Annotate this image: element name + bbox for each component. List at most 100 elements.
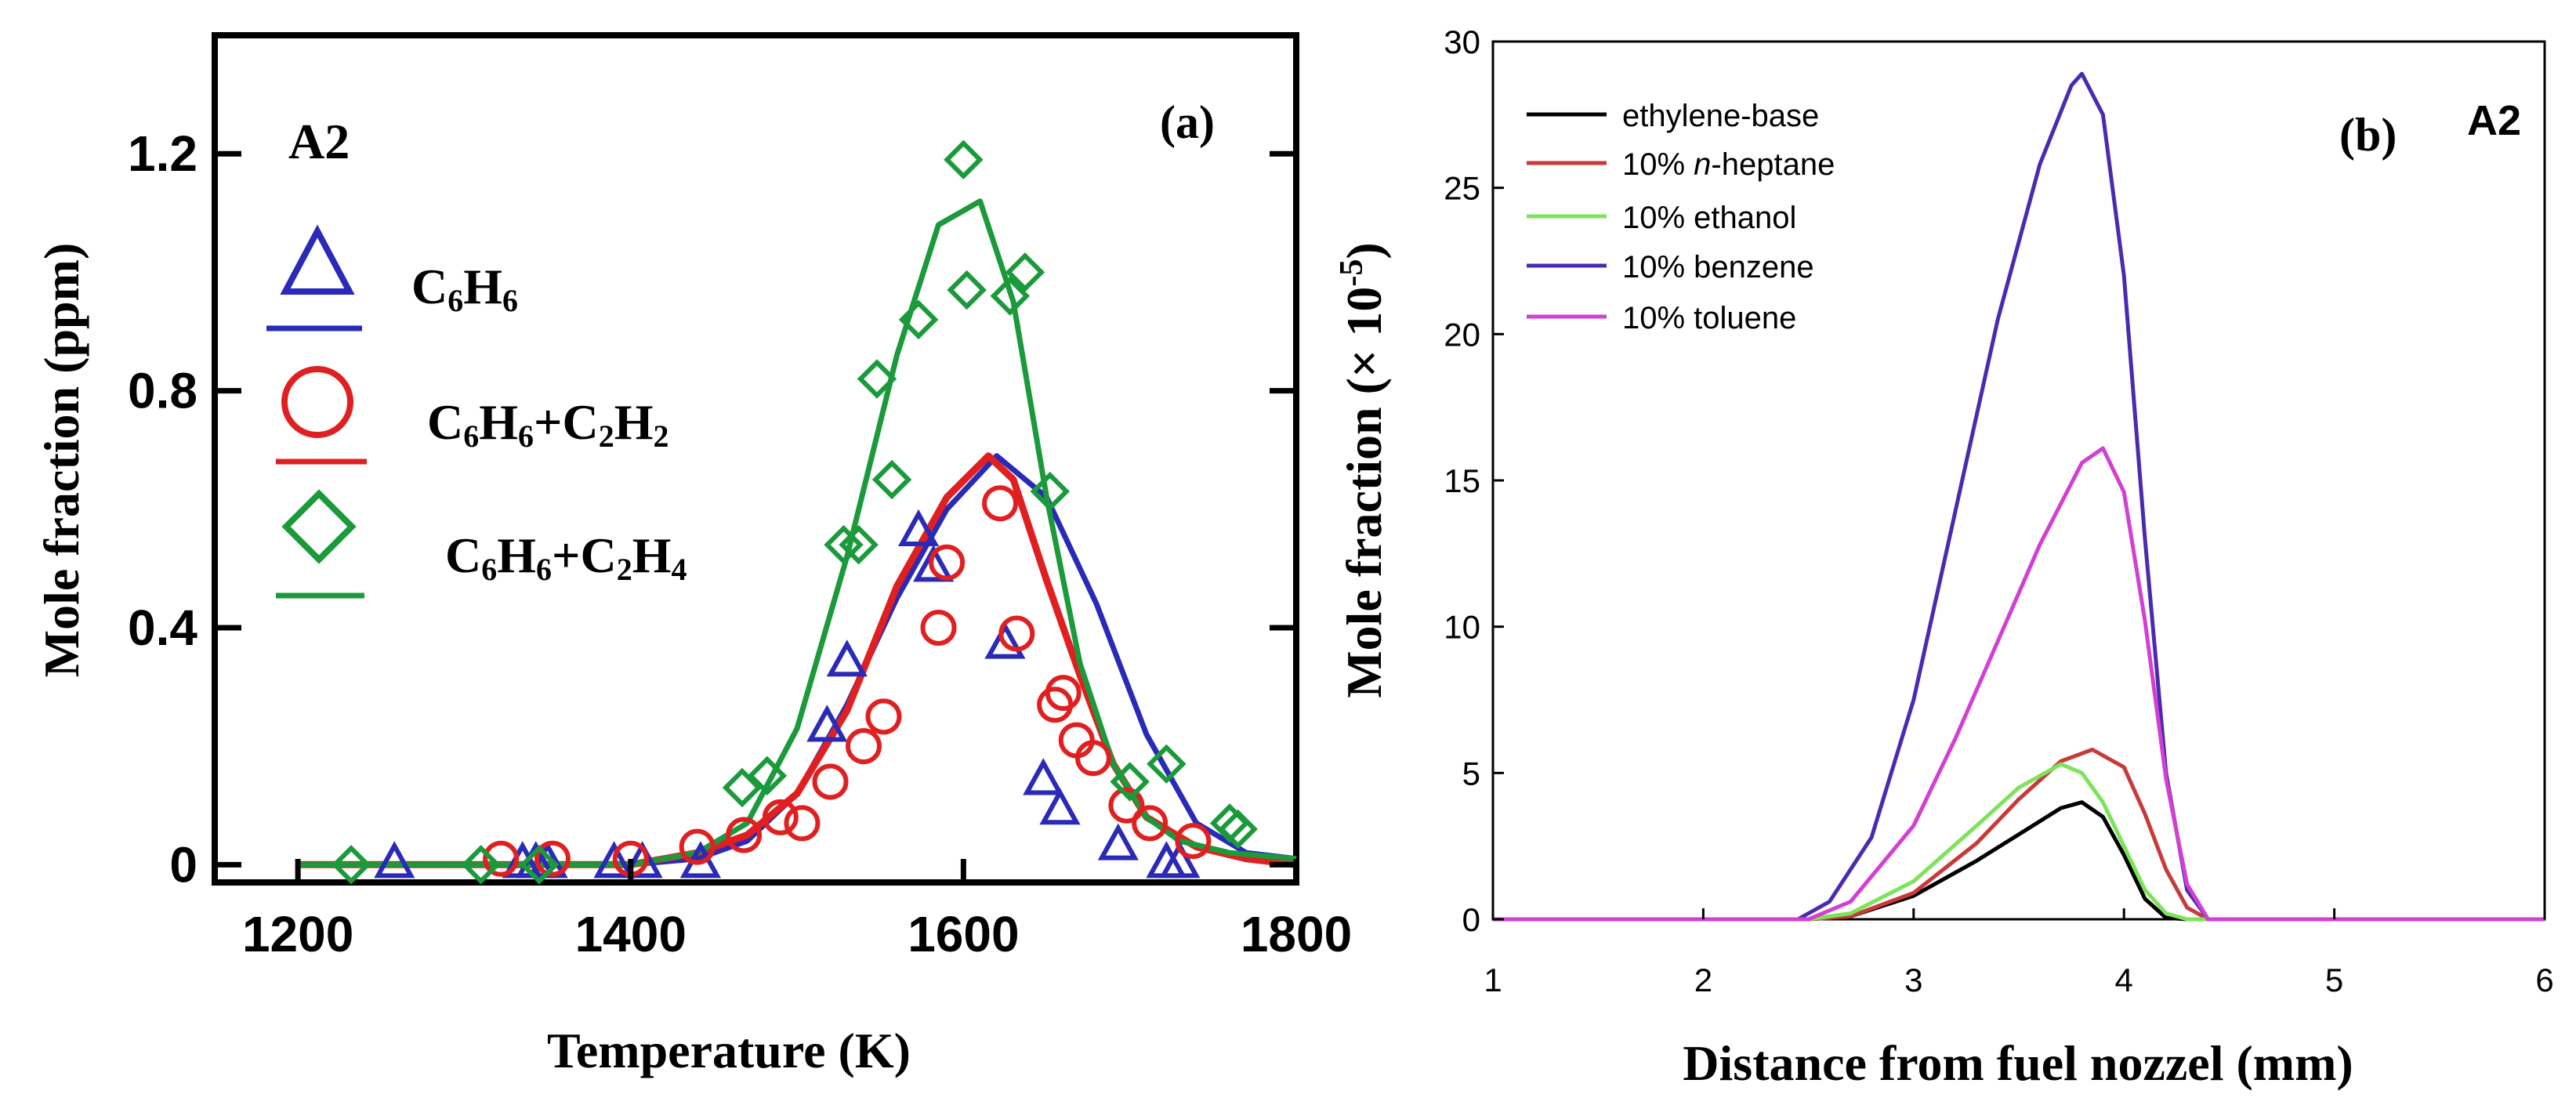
legend-entry-ethanol: 10% ethanol <box>1527 201 1796 235</box>
legend-label-c6h6-c2h2: C6H6+C2H2 <box>427 394 668 454</box>
panel-a-point-c6h6 <box>1039 788 1081 825</box>
panel-a-point-c6h6-c2h4 <box>1218 809 1258 850</box>
panel-a-point-c6h6 <box>897 509 940 546</box>
panel-b-y-tick-label: 25 <box>1444 170 1480 207</box>
panel-a-point-c6h6 <box>913 545 955 582</box>
panel-a-point-c6h6-c2h4 <box>990 276 1031 316</box>
legend-entry-ethylene-base: ethylene-base <box>1527 99 1819 133</box>
legend-label-benzene: 10% benzene <box>1622 250 1814 284</box>
panel-b-y-tick-label: 15 <box>1444 462 1480 499</box>
panel-a-point-c6h6 <box>806 705 848 742</box>
panel-a-point-c6h6-c2h2 <box>1132 805 1168 842</box>
panel-a-tag: A2 <box>288 114 350 169</box>
legend-diamond-marker <box>281 489 357 564</box>
panel-b-plot-area <box>1493 71 2545 922</box>
panel-a-point-c6h6-c2h4 <box>839 524 879 565</box>
panel-b-legend: ethylene-base 10% n-heptane 10% ethanol … <box>1527 99 1835 335</box>
panel-a-point-c6h6-c2h4 <box>824 524 864 565</box>
panel-a-y-axis-title: Mole fraction (ppm) <box>34 243 89 678</box>
panel-a-point-c6h6-c2h4 <box>519 845 560 885</box>
panel-b-x-tick-label: 6 <box>2535 962 2553 998</box>
legend-entry-n-heptane: 10% n-heptane <box>1527 147 1835 182</box>
legend-label-toluene: 10% toluene <box>1622 301 1796 335</box>
panel-a-point-c6h6-c2h4 <box>722 767 763 808</box>
panel-a-point-c6h6 <box>1023 758 1064 795</box>
panel-a-point-c6h6 <box>1159 841 1201 879</box>
panel-a-x-tick-label: 1400 <box>575 906 687 962</box>
panel-a-point-c6h6 <box>1097 823 1139 860</box>
panel-a-point-c6h6-c2h4 <box>1030 471 1071 512</box>
panel-a-point-c6h6-c2h4 <box>461 845 501 885</box>
legend-entry-c6h6: C6H6 <box>266 224 518 332</box>
panel-a-point-c6h6 <box>593 841 635 879</box>
panel-a-curve-c6h6-c2h2 <box>298 452 1297 868</box>
panel-b-x-tick-label: 5 <box>2325 962 2343 998</box>
legend-entry-benzene: 10% benzene <box>1527 250 1814 284</box>
panel-a-x-tick-label: 1800 <box>1241 906 1352 962</box>
panel-b-y-axis-title: Mole fraction (× 10-5) <box>1334 242 1392 698</box>
panel-b-label: (b) <box>2339 109 2397 161</box>
panel-b-axes: 0 5 10 15 20 25 30 1 2 3 4 5 6 <box>1444 24 2553 998</box>
panel-a-point-c6h6-c2h4 <box>898 299 939 340</box>
panel-a-point-c6h6-c2h2 <box>920 609 957 646</box>
legend-label-c6h6-c2h4: C6H6+C2H4 <box>445 527 687 587</box>
panel-b-x-axis-title: Distance from fuel nozzel (mm) <box>1683 1035 2353 1091</box>
panel-a-point-c6h6-c2h2 <box>1108 787 1145 824</box>
panel-b-x-tick-label: 3 <box>1904 962 1922 998</box>
panel-a-point-c6h6 <box>374 841 415 879</box>
legend-label-c6h6: C6H6 <box>411 259 518 318</box>
legend-entry-c6h6-c2h2: C6H6+C2H2 <box>276 366 668 465</box>
legend-circle-marker <box>281 366 353 438</box>
panel-b-y-tick-label: 30 <box>1444 24 1480 60</box>
panel-b: 0 5 10 15 20 25 30 1 2 3 4 5 6 (b) A2 Mole fraction … <box>1334 24 2554 1091</box>
panel-a-point-c6h6-c2h2 <box>998 615 1035 652</box>
panel-a-point-c6h6-c2h2 <box>679 828 716 865</box>
panel-a-point-c6h6 <box>984 621 1026 659</box>
panel-b-x-tick-label: 4 <box>2115 962 2133 998</box>
panel-a-point-c6h6-c2h2 <box>1074 740 1111 777</box>
panel-a-point-c6h6-c2h2 <box>784 805 821 842</box>
panel-a-point-c6h6-c2h2 <box>982 485 1019 522</box>
panel-a-point-c6h6-c2h4 <box>747 755 788 796</box>
panel-a-point-c6h6-c2h2 <box>762 799 799 835</box>
panel-a-point-c6h6-c2h2 <box>1175 823 1212 860</box>
panel-a-label: (a) <box>1160 96 1215 148</box>
panel-a-point-c6h6-c2h2 <box>534 840 571 877</box>
panel-a-y-tick-label: 0.4 <box>128 600 197 656</box>
panel-b-y-tick-label: 10 <box>1444 609 1480 646</box>
panel-b-line-ethylene-base <box>1493 800 2545 922</box>
panel-a-point-c6h6-c2h2 <box>812 763 849 800</box>
panel-b-line-10-toluene <box>1493 446 2545 922</box>
panel-a-legend: C6H6 C6H6+C2H2 C6H6+C2H4 <box>266 224 687 599</box>
panel-a-point-c6h6-c2h4 <box>1147 744 1187 784</box>
panel-a-y-tick-label: 1.2 <box>128 125 197 182</box>
panel-a-point-c6h6-c2h4 <box>1110 762 1150 802</box>
panel-a-point-c6h6-c2h4 <box>331 845 371 885</box>
panel-a-x-tick-label: 1600 <box>908 906 1019 962</box>
panel-a-point-c6h6-c2h2 <box>929 544 966 581</box>
panel-a-point-c6h6-c2h2 <box>1045 675 1081 712</box>
legend-label-ethylene-base: ethylene-base <box>1622 99 1819 133</box>
panel-a-x-tick-label: 1200 <box>242 906 353 962</box>
panel-a-curve-c6h6 <box>298 453 1297 868</box>
panel-a-point-c6h6-c2h2 <box>865 698 902 735</box>
panel-a: 0 0.4 0.8 1.2 1200 1400 1600 1800 (a) A2 Mole f… <box>34 32 1352 1078</box>
panel-a-point-c6h6-c2h4 <box>944 139 984 179</box>
panel-a-point-c6h6-c2h4 <box>871 459 912 500</box>
legend-triangle-marker <box>280 224 355 295</box>
panel-a-point-c6h6-c2h4 <box>947 270 987 310</box>
panel-a-point-c6h6-c2h2 <box>846 728 882 765</box>
panel-a-point-c6h6-c2h4 <box>1005 252 1045 292</box>
panel-b-y-tick-label: 20 <box>1444 316 1480 353</box>
legend-label-ethanol: 10% ethanol <box>1622 201 1796 235</box>
panel-a-y-tick-label: 0 <box>169 836 197 893</box>
panel-b-x-tick-label: 1 <box>1484 962 1502 998</box>
panel-a-point-c6h6-c2h2 <box>726 817 763 853</box>
panel-a-point-c6h6-c2h4 <box>857 359 897 399</box>
panel-b-y-tick-label: 5 <box>1462 755 1480 792</box>
panel-a-x-axis-title: Temperature (K) <box>547 1023 911 1078</box>
legend-entry-c6h6-c2h4: C6H6+C2H4 <box>276 489 687 599</box>
legend-entry-toluene: 10% toluene <box>1527 301 1796 335</box>
panel-a-frame <box>212 32 1299 886</box>
